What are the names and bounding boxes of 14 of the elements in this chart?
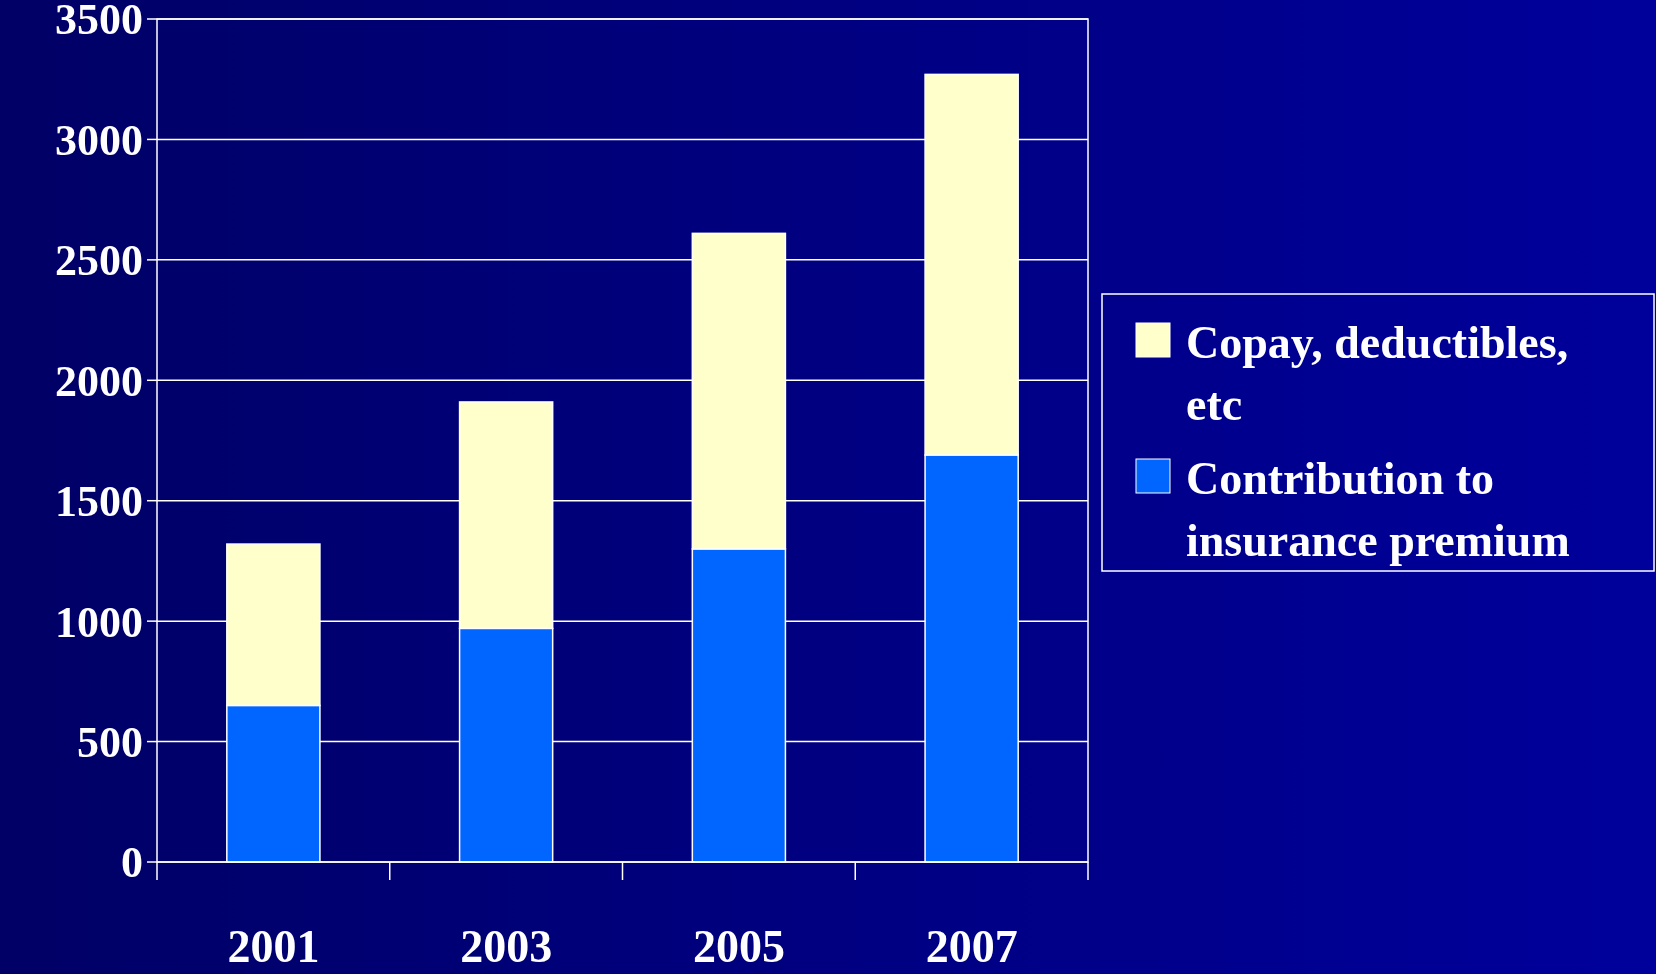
- y-tick-label: 2500: [55, 236, 143, 286]
- x-tick-label: 2003: [460, 921, 553, 972]
- legend-label: Contribution to insurance premium: [1186, 453, 1570, 566]
- x-tick-label: 2007: [925, 921, 1018, 972]
- y-tick-label: 3500: [55, 0, 143, 45]
- y-tick-label: 3000: [55, 115, 143, 165]
- y-tick-label: 0: [121, 838, 143, 888]
- y-tick-label: 1000: [55, 597, 143, 647]
- y-tick-label: 500: [77, 717, 143, 767]
- y-tick-label: 1500: [55, 477, 143, 527]
- y-tick-label: 2000: [55, 356, 143, 406]
- x-tick-label: 2001: [227, 921, 320, 972]
- legend-label: Copay, deductibles, etc: [1186, 317, 1569, 430]
- x-tick-label: 2005: [692, 921, 785, 972]
